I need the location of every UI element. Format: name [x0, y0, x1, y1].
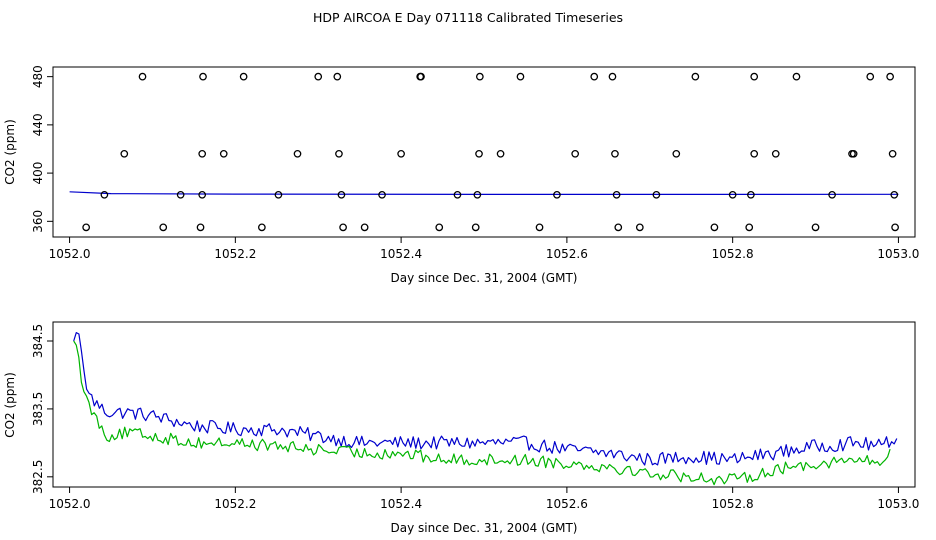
- y-tick-label: 384.5: [31, 324, 45, 358]
- calibration-point: [811, 223, 820, 232]
- calibration-point: [535, 223, 544, 232]
- x-axis-label: Day since Dec. 31, 2004 (GMT): [391, 521, 578, 535]
- x-tick-label: 1052.8: [712, 497, 754, 511]
- calibration-point: [614, 223, 623, 232]
- plot-frame: [52, 66, 916, 238]
- series-line: [73, 340, 891, 486]
- calibration-point: [473, 190, 482, 199]
- calibration-point: [888, 149, 897, 158]
- y-tick-label: 382.5: [31, 460, 45, 494]
- x-tick-label: 1052.6: [546, 497, 588, 511]
- calibration-point: [571, 149, 580, 158]
- calibration-point: [198, 190, 207, 199]
- y-tick-label: 400: [31, 162, 45, 185]
- calibration-point: [728, 190, 737, 199]
- x-tick-label: 1052.2: [214, 247, 256, 261]
- calibration-point: [652, 190, 661, 199]
- page-title: HDP AIRCOA E Day 071118 Calibrated Times…: [313, 10, 623, 25]
- x-axis: 1052.0 1052.2 1052.4 1052.6 1052.8 1053.0: [49, 237, 919, 261]
- calibration-point: [590, 72, 599, 81]
- calibration-point: [397, 149, 405, 158]
- y-axis-label: CO2 (ppm): [3, 372, 17, 438]
- series-lines: [69, 191, 899, 195]
- x-tick-label: 1053.0: [877, 497, 919, 511]
- scatter-panel: 1052.0 1052.2 1052.4 1052.6 1052.8 1053.0 360…: [3, 65, 919, 285]
- calibration-point: [553, 190, 561, 199]
- calibration-point: [792, 72, 801, 81]
- x-tick-label: 1053.0: [877, 247, 919, 261]
- calibration-point: [239, 72, 248, 81]
- calibration-point: [891, 223, 899, 232]
- calibration-point: [138, 72, 147, 81]
- x-tick-label: 1052.8: [712, 247, 754, 261]
- calibration-point: [120, 149, 129, 158]
- calibration-point: [471, 223, 480, 232]
- calibration-point: [612, 190, 621, 199]
- calibration-point: [378, 190, 386, 199]
- series-line: [69, 191, 899, 195]
- x-tick-label: 1052.4: [380, 247, 422, 261]
- calibration-point: [339, 223, 347, 232]
- calibration-point: [710, 223, 719, 232]
- calibration-point: [475, 149, 483, 158]
- x-tick-label: 1052.2: [214, 497, 256, 511]
- calibration-point: [335, 149, 343, 158]
- plot-frame: [52, 321, 916, 488]
- calibration-point: [196, 223, 205, 232]
- y-axis: 382.5 383.5 384.5: [31, 324, 53, 494]
- series-line: [73, 332, 898, 466]
- calibration-point: [750, 149, 759, 158]
- calibration-point: [771, 149, 780, 158]
- x-axis: 1052.0 1052.2 1052.4 1052.6 1052.8 1053.0: [49, 487, 919, 511]
- calibration-point: [176, 190, 185, 199]
- calibration-point: [333, 72, 342, 81]
- calibration-point: [417, 72, 425, 81]
- calibration-point: [293, 149, 302, 158]
- calibration-point: [849, 149, 858, 158]
- calibration-point: [691, 72, 700, 81]
- x-tick-label: 1052.0: [49, 247, 91, 261]
- calibration-point: [866, 72, 875, 81]
- calibration-point: [100, 190, 109, 199]
- calibration-point: [159, 223, 168, 232]
- y-axis: 360 400 440 480: [31, 65, 53, 233]
- calibration-point: [890, 190, 899, 199]
- calibration-point: [453, 190, 462, 199]
- calibration-point: [360, 223, 369, 232]
- calibration-point: [672, 149, 681, 158]
- calibration-point: [750, 72, 759, 81]
- calibration-point: [516, 72, 525, 81]
- x-tick-label: 1052.4: [380, 497, 422, 511]
- x-tick-label: 1052.0: [49, 497, 91, 511]
- calibration-point: [635, 223, 644, 232]
- x-tick-label: 1052.6: [546, 247, 588, 261]
- calibration-point: [747, 190, 755, 199]
- calibration-point: [314, 72, 323, 81]
- calibration-point: [82, 223, 91, 232]
- line-panel: 1052.0 1052.2 1052.4 1052.6 1052.8 1053.0 382…: [3, 321, 919, 535]
- calibration-point: [608, 72, 617, 81]
- calibration-point: [745, 223, 754, 232]
- calibration-point: [611, 149, 619, 158]
- y-tick-label: 383.5: [31, 392, 45, 426]
- y-tick-label: 440: [31, 113, 45, 136]
- calibration-point: [198, 149, 207, 158]
- calibration-point: [496, 149, 505, 158]
- y-tick-label: 360: [31, 210, 45, 233]
- calibration-point: [337, 190, 346, 199]
- calibration-point: [886, 72, 894, 81]
- calibration-point: [435, 223, 444, 232]
- calibration-point: [274, 190, 283, 199]
- calibration-point: [219, 149, 228, 158]
- y-axis-label: CO2 (ppm): [3, 119, 17, 185]
- data-points: [82, 72, 899, 232]
- calibration-point: [258, 223, 266, 232]
- y-tick-label: 480: [31, 65, 45, 88]
- calibration-point: [199, 72, 207, 81]
- x-axis-label: Day since Dec. 31, 2004 (GMT): [391, 271, 578, 285]
- series-lines: [73, 332, 898, 486]
- calibration-point: [476, 72, 484, 81]
- calibration-point: [828, 190, 836, 199]
